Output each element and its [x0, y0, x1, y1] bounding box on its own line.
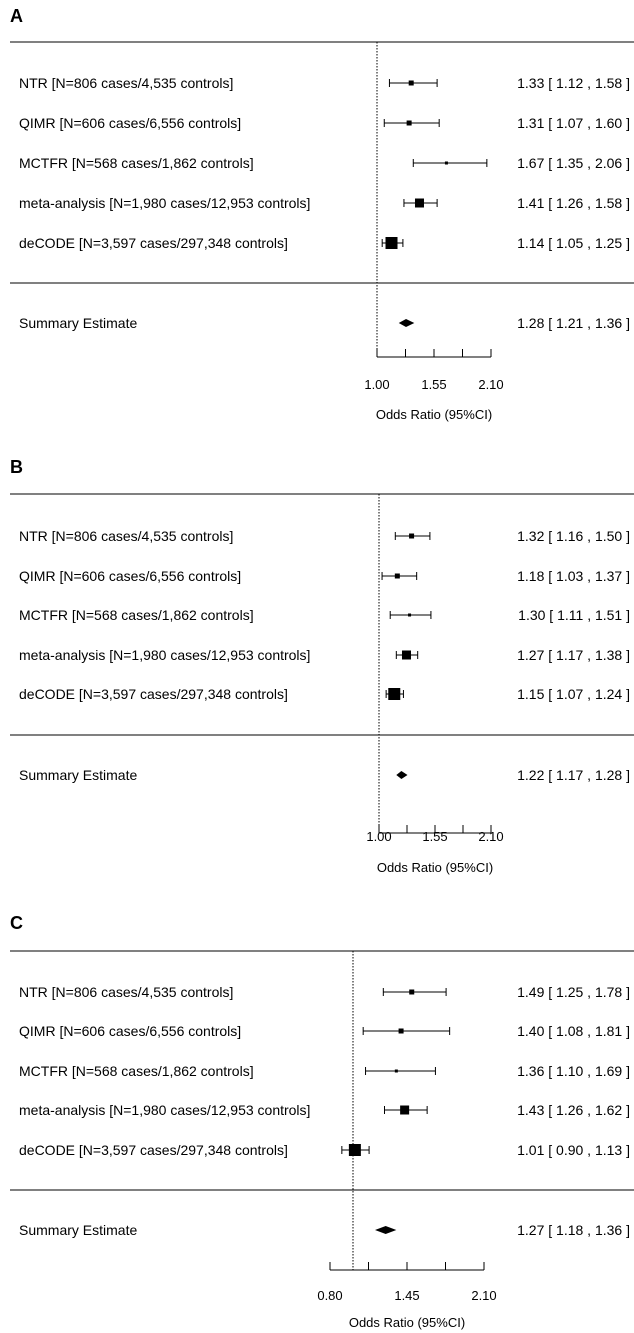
- study-label: MCTFR [N=568 cases/1,862 controls]: [19, 155, 254, 171]
- point-estimate-square: [444, 161, 448, 165]
- x-axis-label: Odds Ratio (95%CI): [376, 407, 492, 422]
- ci-text: 1.33 [ 1.12 , 1.58 ]: [517, 75, 630, 91]
- study-label: deCODE [N=3,597 cases/297,348 controls]: [19, 1142, 288, 1158]
- summary-ci-text: 1.27 [ 1.18 , 1.36 ]: [517, 1222, 630, 1238]
- panel-label: A: [10, 6, 23, 26]
- x-tick-label: 2.10: [478, 377, 503, 392]
- x-tick-label: 2.10: [478, 829, 503, 844]
- point-estimate-square: [400, 1105, 410, 1115]
- summary-label: Summary Estimate: [19, 1222, 137, 1238]
- panel-label: B: [10, 457, 23, 477]
- study-label: meta-analysis [N=1,980 cases/12,953 cont…: [19, 195, 310, 211]
- summary-diamond: [375, 1226, 397, 1234]
- x-axis-label: Odds Ratio (95%CI): [349, 1315, 465, 1330]
- x-tick-label: 0.80: [317, 1288, 342, 1303]
- study-label: deCODE [N=3,597 cases/297,348 controls]: [19, 235, 288, 251]
- ci-text: 1.31 [ 1.07 , 1.60 ]: [517, 115, 630, 131]
- x-axis-label: Odds Ratio (95%CI): [377, 860, 493, 875]
- point-estimate-square: [409, 989, 415, 995]
- ci-text: 1.36 [ 1.10 , 1.69 ]: [517, 1063, 630, 1079]
- x-tick-label: 1.00: [366, 829, 391, 844]
- point-estimate-square: [409, 533, 415, 539]
- study-label: NTR [N=806 cases/4,535 controls]: [19, 984, 233, 1000]
- point-estimate-square: [348, 1144, 361, 1156]
- study-label: QIMR [N=606 cases/6,556 controls]: [19, 1023, 241, 1039]
- ci-text: 1.27 [ 1.17 , 1.38 ]: [517, 647, 630, 663]
- x-tick-label: 2.10: [471, 1288, 496, 1303]
- study-label: meta-analysis [N=1,980 cases/12,953 cont…: [19, 1102, 310, 1118]
- ci-text: 1.67 [ 1.35 , 2.06 ]: [517, 155, 630, 171]
- ci-text: 1.41 [ 1.26 , 1.58 ]: [517, 195, 630, 211]
- point-estimate-square: [394, 573, 400, 579]
- x-tick-label: 1.55: [422, 829, 447, 844]
- study-label: meta-analysis [N=1,980 cases/12,953 cont…: [19, 647, 310, 663]
- panel-label: C: [10, 913, 23, 933]
- ci-text: 1.15 [ 1.07 , 1.24 ]: [517, 686, 630, 702]
- summary-label: Summary Estimate: [19, 315, 137, 331]
- point-estimate-square: [385, 237, 398, 249]
- summary-label: Summary Estimate: [19, 767, 137, 783]
- point-estimate-square: [406, 120, 412, 126]
- point-estimate-square: [398, 1028, 404, 1034]
- point-estimate-square: [388, 688, 401, 700]
- study-label: MCTFR [N=568 cases/1,862 controls]: [19, 1063, 254, 1079]
- ci-text: 1.30 [ 1.11 , 1.51 ]: [518, 607, 630, 623]
- summary-diamond: [396, 771, 408, 779]
- study-label: NTR [N=806 cases/4,535 controls]: [19, 528, 233, 544]
- point-estimate-square: [408, 80, 414, 86]
- point-estimate-square: [408, 613, 412, 617]
- ci-text: 1.49 [ 1.25 , 1.78 ]: [517, 984, 630, 1000]
- summary-ci-text: 1.22 [ 1.17 , 1.28 ]: [517, 767, 630, 783]
- point-estimate-square: [414, 198, 424, 208]
- point-estimate-square: [394, 1069, 398, 1073]
- ci-text: 1.40 [ 1.08 , 1.81 ]: [517, 1023, 630, 1039]
- summary-ci-text: 1.28 [ 1.21 , 1.36 ]: [517, 315, 630, 331]
- study-label: NTR [N=806 cases/4,535 controls]: [19, 75, 233, 91]
- ci-text: 1.32 [ 1.16 , 1.50 ]: [517, 528, 630, 544]
- study-label: deCODE [N=3,597 cases/297,348 controls]: [19, 686, 288, 702]
- study-label: QIMR [N=606 cases/6,556 controls]: [19, 115, 241, 131]
- x-tick-label: 1.55: [421, 377, 446, 392]
- study-label: MCTFR [N=568 cases/1,862 controls]: [19, 607, 254, 623]
- ci-text: 1.43 [ 1.26 , 1.62 ]: [517, 1102, 630, 1118]
- study-label: QIMR [N=606 cases/6,556 controls]: [19, 568, 241, 584]
- point-estimate-square: [401, 650, 411, 660]
- x-tick-label: 1.45: [394, 1288, 419, 1303]
- ci-text: 1.18 [ 1.03 , 1.37 ]: [517, 568, 630, 584]
- x-tick-label: 1.00: [364, 377, 389, 392]
- ci-text: 1.01 [ 0.90 , 1.13 ]: [517, 1142, 630, 1158]
- summary-diamond: [398, 319, 415, 327]
- ci-text: 1.14 [ 1.05 , 1.25 ]: [517, 235, 630, 251]
